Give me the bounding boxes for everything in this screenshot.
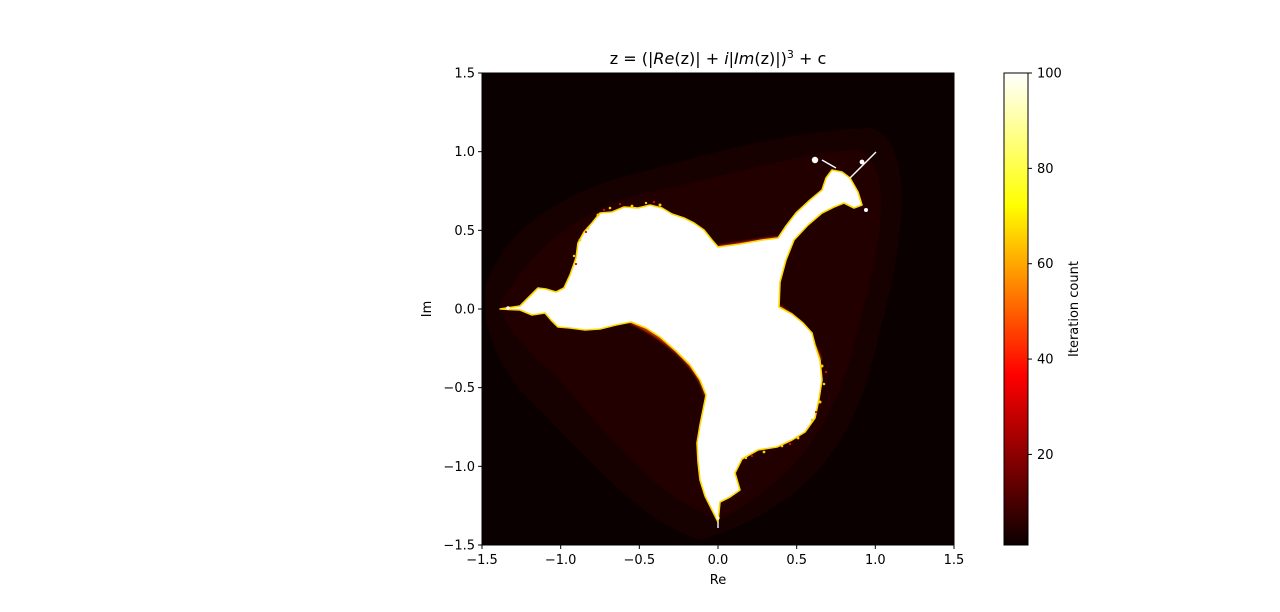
colorbar-label: Iteration count (1067, 261, 1082, 357)
x-tick-label: 0.5 (786, 553, 807, 568)
y-tick-label: 0.0 (454, 303, 475, 318)
fractal-fragments (506, 156, 868, 520)
x-axis-label: Re (710, 573, 726, 588)
y-tick-label: 0.5 (454, 224, 475, 239)
x-tick-label: 0.0 (708, 553, 729, 568)
fractal-set-body (499, 169, 863, 523)
fractal-filaments (717, 151, 877, 528)
y-tick-label: −0.5 (443, 381, 475, 396)
fractal-fringe-red (574, 200, 828, 458)
colorbar-axis: 20 40 60 80 100 (1028, 67, 1062, 463)
x-tick-label: −1.0 (545, 553, 577, 568)
colorbar-gradient (1004, 73, 1028, 545)
x-tick-label: −0.5 (624, 553, 656, 568)
y-tick-label: 1.0 (454, 145, 475, 160)
x-tick-label: 1.5 (944, 553, 965, 568)
y-tick-label: −1.5 (443, 539, 475, 554)
x-axis: −1.5 −1.0 −0.5 0.0 0.5 1.0 1.5 (466, 545, 964, 568)
y-tick-label: −1.0 (443, 460, 475, 475)
y-tick-label: 1.5 (454, 67, 475, 82)
colorbar-tick-label: 60 (1037, 257, 1054, 272)
colorbar-tick-label: 40 (1037, 353, 1054, 368)
x-tick-label: 1.0 (865, 553, 886, 568)
colorbar-tick-label: 80 (1037, 162, 1054, 177)
chart-title: z = (|Re(z)| + i|Im(z)|)3 + c (610, 48, 826, 68)
colorbar-tick-label: 100 (1037, 67, 1062, 82)
fractal-heatmap (482, 73, 954, 545)
x-tick-label: −1.5 (466, 553, 498, 568)
fractal-fringe (572, 201, 826, 460)
y-axis-label: Im (420, 301, 435, 318)
colorbar-frame (1003, 72, 1029, 546)
y-axis: −1.5 −1.0 −0.5 0.0 0.5 1.0 1.5 (443, 67, 482, 554)
colorbar-tick-label: 20 (1037, 448, 1054, 463)
